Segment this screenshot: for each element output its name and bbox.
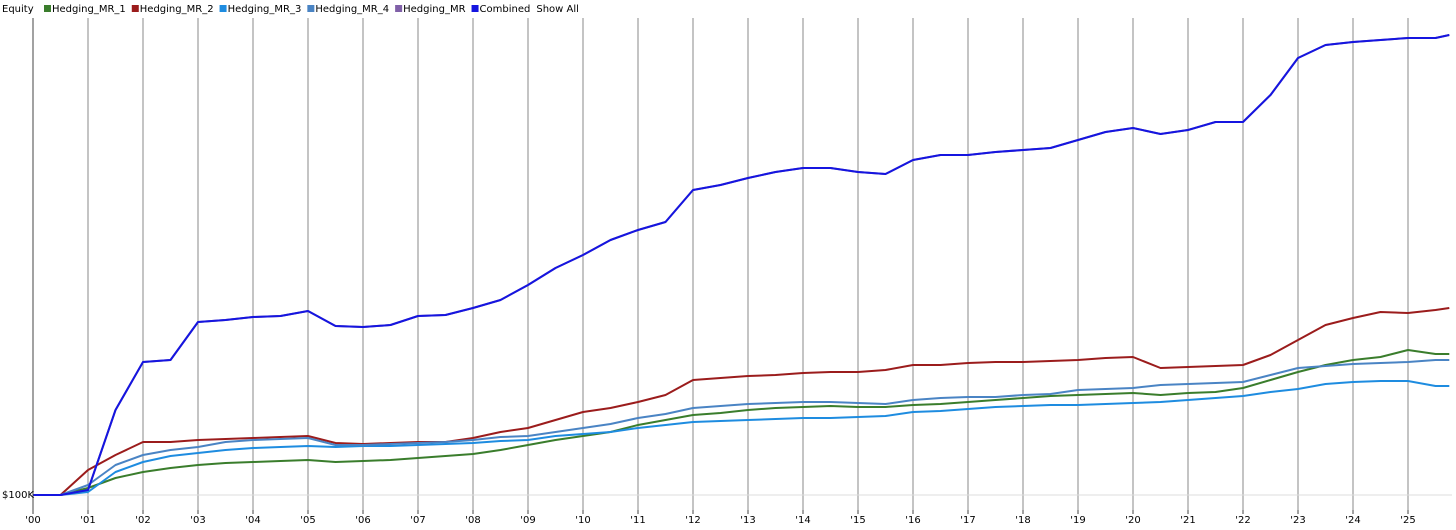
legend-swatch[interactable] [44,5,51,12]
legend-label[interactable]: Hedging_MR_3 [228,4,302,15]
x-tick-label: '13 [740,515,755,526]
x-tick-label: '15 [850,515,865,526]
x-tick-label: '17 [960,515,975,526]
x-tick-label: '24 [1345,515,1360,526]
legend-swatch[interactable] [471,5,479,12]
axes: '00 '01 '02 '03 '04 '05 '06 '07 '08 '09 '10 '11 '12 '… [2,18,1416,526]
series-line [33,349,1450,496]
x-tick-label: '03 [190,515,205,526]
x-tick-label: '11 [630,515,645,526]
plot-lines [33,34,1450,496]
series-line [33,359,1450,496]
x-tick-label: '01 [80,515,95,526]
x-tick-label: '07 [410,515,425,526]
x-tick-label: '20 [1125,515,1140,526]
x-tick-label: '02 [135,515,150,526]
x-tick-label: '09 [520,515,535,526]
series-line [33,380,1450,496]
legend: Equity Hedging_MR_1 Hedging_MR_2 Hedging_M… [2,4,579,15]
x-tick-label: '25 [1400,515,1415,526]
x-tick-label: '05 [300,515,315,526]
x-tick-label: '23 [1290,515,1305,526]
x-tick-label: '18 [1015,515,1030,526]
legend-swatch[interactable] [395,5,403,12]
show-all-button[interactable]: Show All [536,4,579,15]
x-tick-label: '19 [1070,515,1085,526]
x-tick-label: '14 [795,515,810,526]
legend-label[interactable]: Hedging_MR_2 [140,4,214,15]
series-line [33,307,1450,496]
legend-swatch[interactable] [219,5,227,12]
x-tick-label: '16 [905,515,920,526]
legend-label[interactable]: Hedging_MR [403,4,465,15]
legend-label[interactable]: Hedging_MR_4 [315,4,389,15]
chart-title: Equity [2,4,34,15]
x-tick-label: '08 [465,515,480,526]
legend-swatch[interactable] [131,5,139,12]
x-tick-label: '10 [575,515,590,526]
x-tick-label: '04 [245,515,260,526]
legend-label[interactable]: Hedging_MR_1 [52,4,126,15]
x-tick-label: '21 [1180,515,1195,526]
y-tick-label: $100K [2,490,34,501]
x-tick-label: '06 [355,515,370,526]
legend-label[interactable]: Combined [480,4,531,15]
series-line [33,34,1450,496]
x-tick-label: '22 [1235,515,1250,526]
x-tick-label: '12 [685,515,700,526]
legend-swatch[interactable] [307,5,315,12]
x-tick-label: '00 [25,515,40,526]
